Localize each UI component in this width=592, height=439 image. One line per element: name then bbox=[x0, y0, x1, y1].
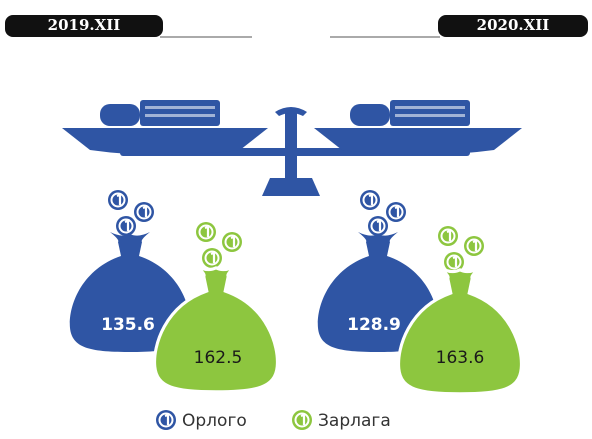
period-tag bbox=[438, 15, 588, 37]
coins bbox=[106, 188, 408, 238]
legend-label: Зарлага bbox=[318, 411, 391, 431]
coins bbox=[194, 220, 486, 274]
period-label: 2019.XII bbox=[48, 16, 121, 34]
expense-value: 162.5 bbox=[194, 348, 243, 368]
legend-icon bbox=[290, 408, 314, 432]
period-tag bbox=[5, 15, 163, 37]
income-value: 135.6 bbox=[101, 315, 155, 335]
period-label: 2020.XII bbox=[477, 16, 550, 34]
stack-stripes bbox=[145, 106, 465, 117]
expense-value: 163.6 bbox=[436, 348, 485, 368]
legend-icon bbox=[154, 408, 178, 432]
income-value: 128.9 bbox=[347, 315, 401, 335]
legend-label: Орлого bbox=[182, 411, 247, 431]
